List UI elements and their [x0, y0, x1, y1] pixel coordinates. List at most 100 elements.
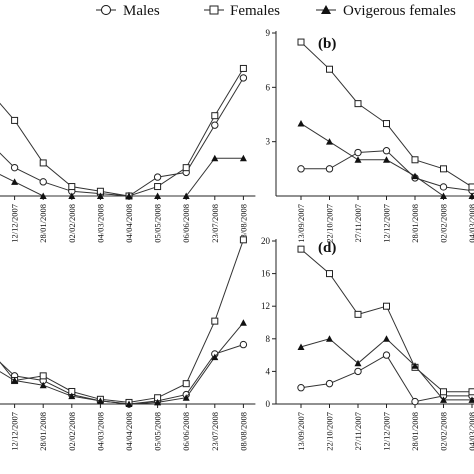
data-point-females [326, 65, 333, 73]
data-point-males [297, 384, 305, 392]
data-point-females [468, 388, 474, 396]
data-point-females [440, 165, 447, 173]
x-tick-label: 05/05/2008 [153, 412, 163, 451]
data-point-ovigerous [383, 156, 390, 163]
panel-label: (b) [318, 36, 336, 52]
data-point-males [411, 397, 419, 406]
legend: Males Females Ovigerous females [96, 3, 456, 19]
data-point-ovigerous [39, 381, 47, 389]
data-point-males [39, 178, 47, 186]
x-tick-label: 04/03/2008 [467, 412, 474, 451]
data-point-ovigerous [440, 396, 447, 403]
data-point-females [354, 100, 362, 108]
x-tick-label: 13/09/2007 [296, 412, 306, 451]
data-point-males [325, 165, 334, 173]
x-tick-label: 06/06/2008 [181, 412, 191, 451]
series-line-square-open [0, 68, 244, 197]
data-point-ovigerous [154, 192, 162, 199]
y-tick-label: 20 [261, 236, 271, 246]
data-point-males [10, 163, 19, 172]
data-point-ovigerous [68, 392, 76, 400]
panel-c: 12/12/2007 28/01/2008 02/02/2008 04/03/2008… [0, 236, 256, 451]
data-point-ovigerous [297, 120, 305, 127]
data-point-females [326, 270, 333, 278]
x-tick-label: 28/01/2008 [38, 412, 48, 451]
data-point-ovigerous [96, 192, 104, 199]
data-point-ovigerous [383, 335, 390, 342]
y-tick-label: 4 [266, 366, 271, 376]
series-line-triangle-filled [0, 322, 244, 405]
legend-males-label: Males [123, 3, 160, 19]
x-tick-label: 27/11/2007 [353, 204, 363, 242]
x-tick-label: 04/03/2008 [95, 204, 105, 243]
x-tick-label: 22/10/2007 [325, 204, 335, 243]
data-point-females [411, 156, 419, 164]
data-point-ovigerous [468, 192, 474, 199]
data-point-ovigerous [411, 362, 419, 369]
x-tick-label: 08/08/2008 [238, 412, 248, 451]
data-point-ovigerous [326, 335, 333, 342]
data-point-ovigerous [125, 192, 133, 199]
data-point-males [382, 351, 391, 359]
series-line-square-open [300, 41, 473, 188]
data-point-females [39, 159, 47, 167]
panel-b: 13/09/2007 22/10/2007 27/11/2007 12/12/2007… [266, 28, 474, 243]
data-point-males [153, 173, 162, 181]
data-point-females [68, 183, 76, 191]
data-point-males [354, 367, 362, 376]
data-point-ovigerous [96, 397, 104, 404]
legend-ovigerous-label: Ovigerous females [343, 3, 456, 19]
data-point-females [440, 388, 447, 396]
x-tick-label: 08/08/2008 [238, 204, 248, 243]
x-tick-label: 12/12/2007 [10, 412, 20, 451]
data-point-females [354, 310, 362, 318]
data-point-females [383, 120, 390, 128]
x-tick-label: 28/01/2008 [410, 204, 420, 243]
data-point-females [211, 112, 219, 120]
series-line-circle-open [0, 344, 244, 405]
data-point-ovigerous [182, 192, 190, 199]
data-point-females [297, 245, 305, 253]
y-tick-label: 3 [266, 137, 271, 147]
x-tick-label: 28/01/2008 [410, 412, 420, 451]
data-point-females [182, 164, 190, 172]
data-point-females [468, 183, 474, 191]
data-point-ovigerous [326, 138, 333, 145]
x-tick-label: 02/02/2008 [67, 412, 77, 451]
legend-females-marker [209, 5, 219, 15]
x-tick-label: 12/12/2007 [382, 412, 392, 451]
data-point-males [211, 121, 219, 129]
x-tick-label: 23/07/2008 [210, 204, 220, 243]
panel-label: (d) [318, 240, 336, 256]
series-line-triangle-filled [0, 157, 244, 197]
data-point-ovigerous [154, 398, 162, 406]
data-point-ovigerous [211, 154, 219, 162]
x-tick-label: 12/12/2007 [382, 204, 392, 243]
x-tick-label: 02/02/2008 [439, 412, 449, 451]
x-tick-label: 12/12/2007 [10, 204, 20, 243]
data-point-males [239, 74, 248, 82]
data-point-ovigerous [68, 192, 76, 199]
y-tick-label: 8 [266, 334, 271, 344]
data-point-females [154, 183, 162, 191]
x-tick-label: 27/11/2007 [353, 412, 363, 450]
legend-females-label: Females [230, 3, 280, 19]
data-point-females [39, 372, 47, 380]
y-tick-label: 6 [266, 82, 271, 92]
x-tick-label: 04/03/2008 [467, 204, 474, 243]
data-point-ovigerous [239, 319, 247, 326]
x-tick-label: 22/10/2007 [325, 412, 335, 451]
data-point-females [211, 317, 219, 325]
data-point-males [382, 147, 391, 155]
data-point-ovigerous [411, 172, 419, 180]
y-tick-label: 12 [261, 301, 270, 311]
x-tick-label: 02/02/2008 [67, 204, 77, 243]
data-point-ovigerous [125, 400, 133, 407]
data-point-ovigerous [297, 343, 305, 350]
legend-ovigerous-marker [321, 5, 331, 14]
y-tick-label: 9 [266, 28, 271, 38]
panel-d: 13/09/2007 22/10/2007 27/11/2007 12/12/2007… [261, 236, 474, 451]
x-tick-label: 02/02/2008 [439, 204, 449, 243]
data-point-females [239, 236, 247, 244]
